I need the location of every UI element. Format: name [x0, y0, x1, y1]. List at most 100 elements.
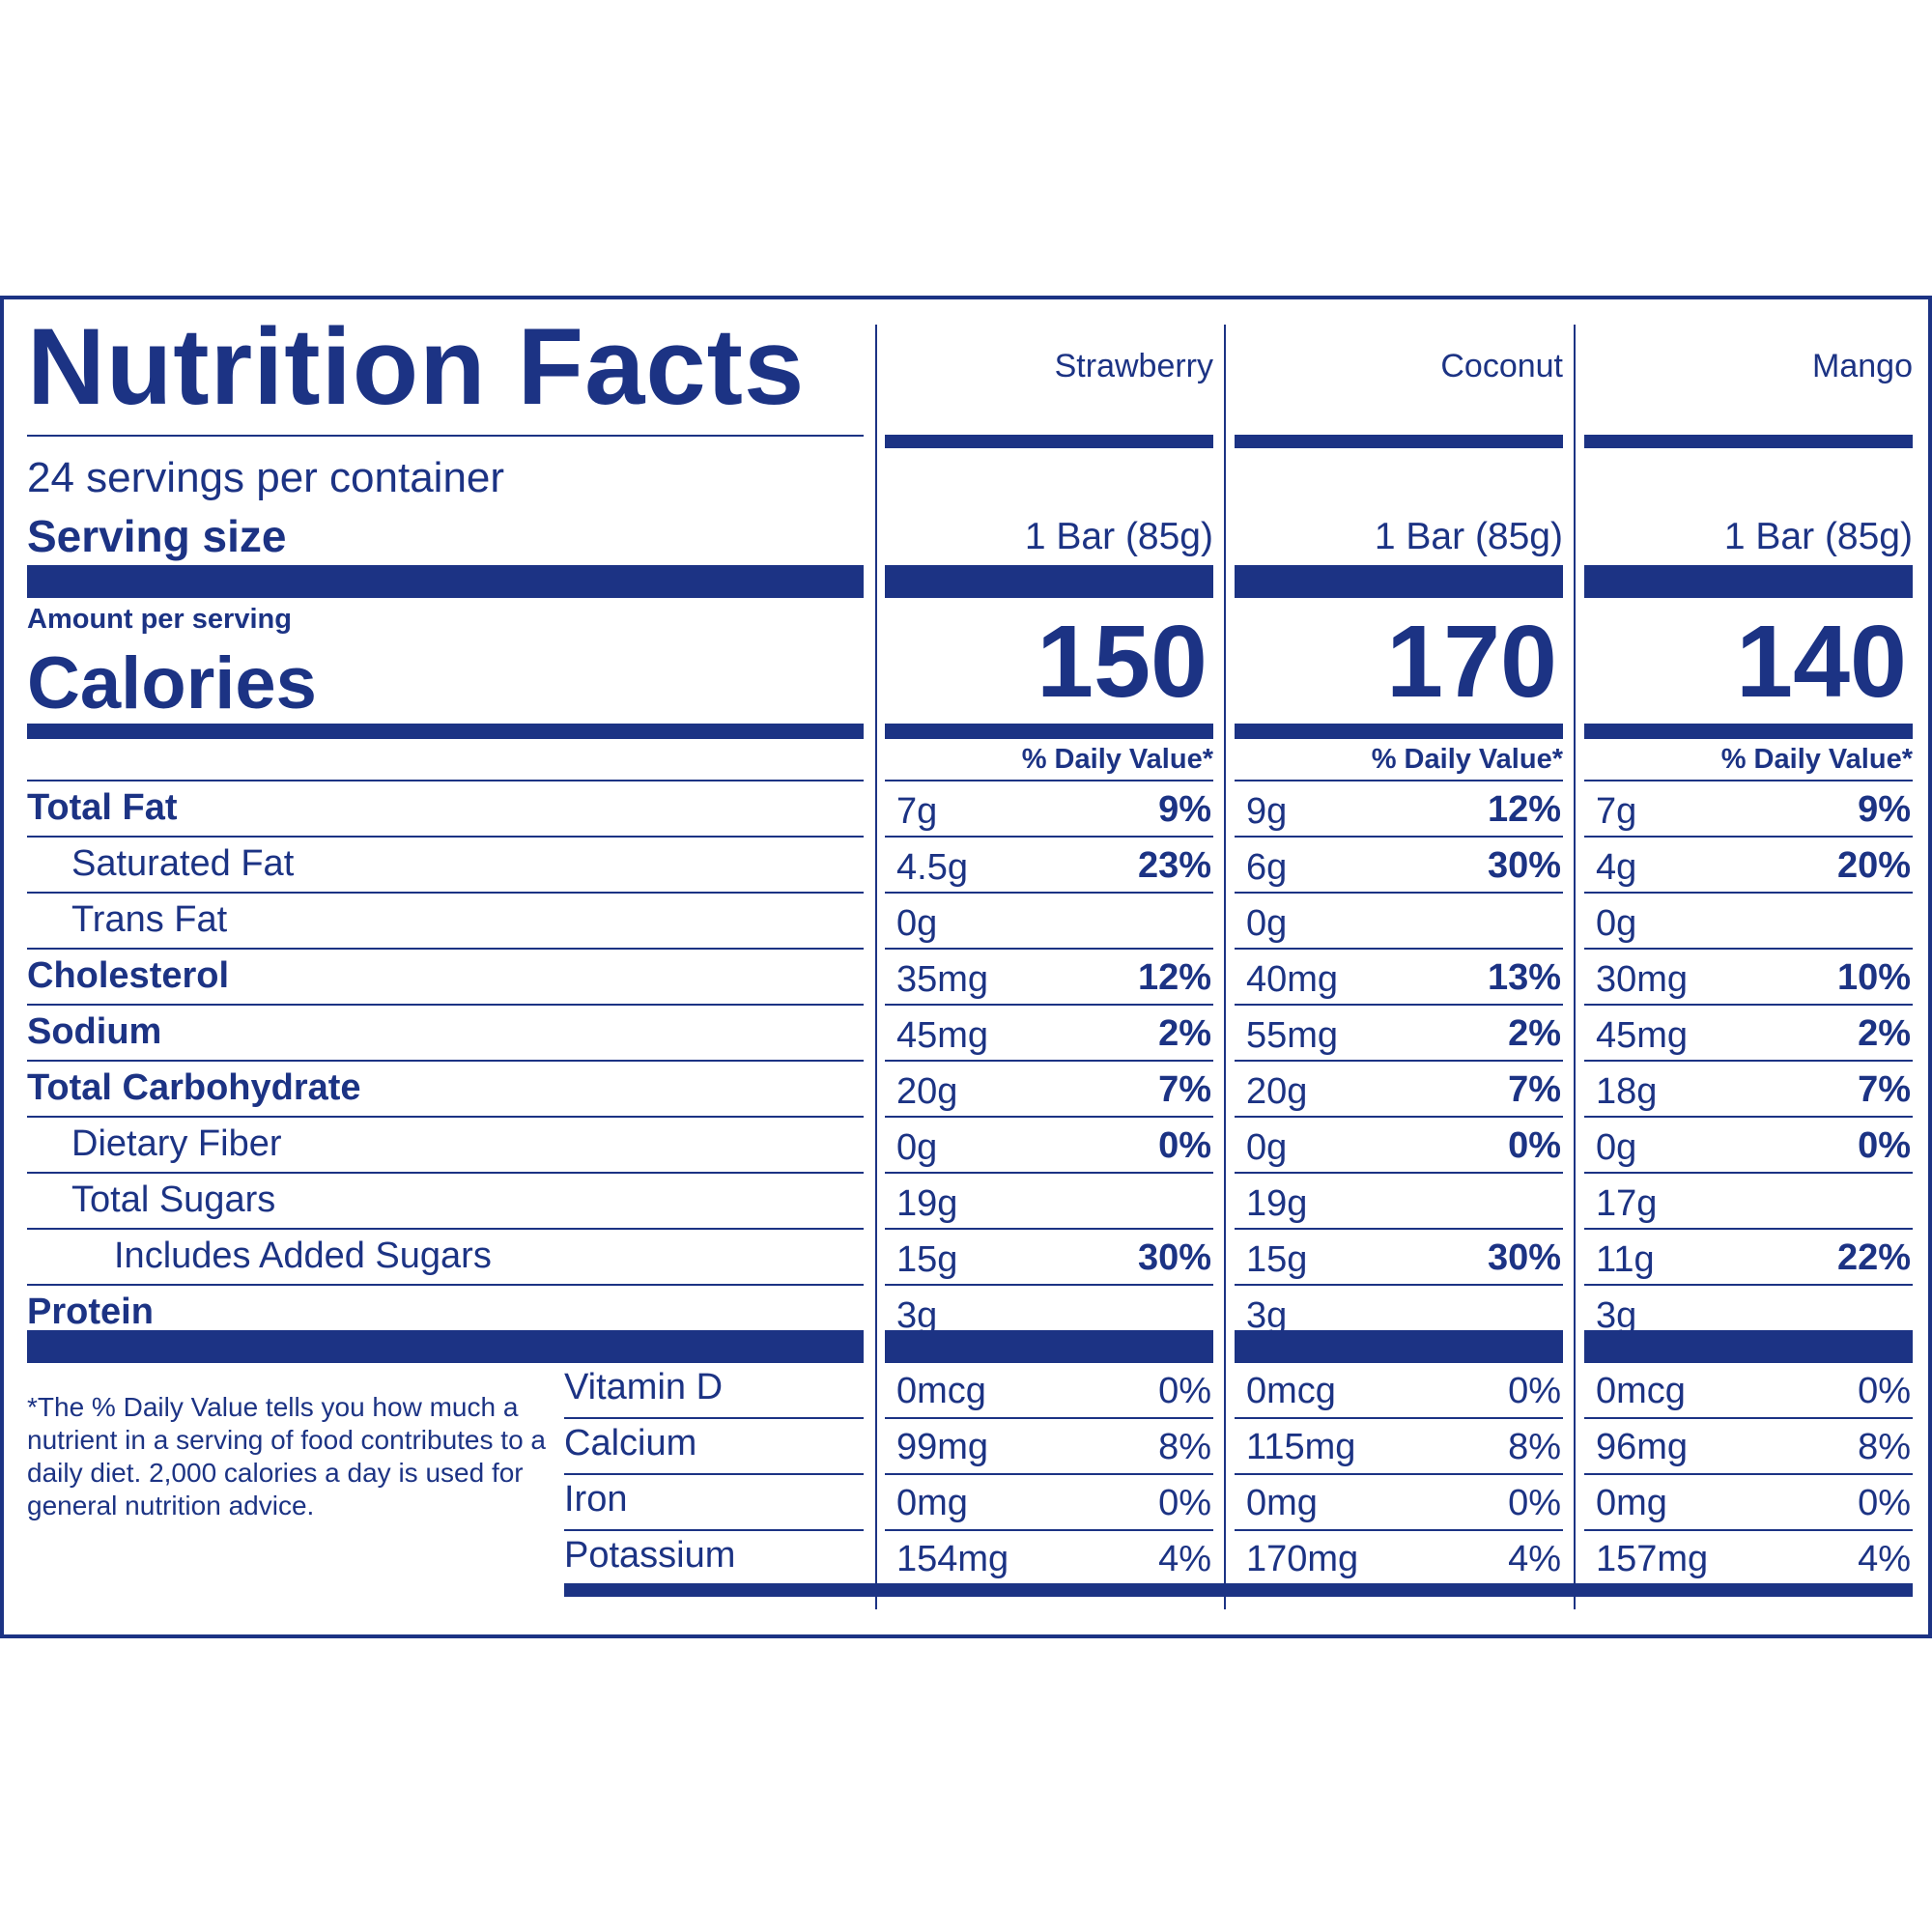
calories-thick-rule [885, 724, 1213, 739]
product-name: Strawberry [1054, 348, 1213, 384]
vitamin-label: Iron [564, 1479, 628, 1520]
nutrient-daily-value: 9% [1158, 789, 1211, 830]
nutrient-amount: 0g [1596, 903, 1637, 944]
serving-size-value: 1 Bar (85g) [1024, 516, 1213, 557]
nutrient-daily-value: 0% [1508, 1125, 1561, 1166]
vitamin-amount: 0mg [896, 1483, 968, 1523]
row-rule [564, 1473, 864, 1475]
servings-per-container: 24 servings per container [27, 454, 505, 501]
row-rule [1584, 836, 1913, 838]
nutrient-amount: 20g [1246, 1071, 1308, 1112]
vitamin-label: Vitamin D [564, 1367, 724, 1407]
row-rule [1584, 1116, 1913, 1118]
row-rule [1235, 1116, 1563, 1118]
vitamin-amount: 99mg [896, 1427, 989, 1467]
nutrient-amount: 35mg [896, 959, 989, 1000]
vitamin-daily-value: 0% [1508, 1371, 1561, 1411]
row-rule [885, 836, 1213, 838]
serving-thick-rule [27, 565, 864, 598]
vitamin-daily-value: 0% [1858, 1483, 1911, 1523]
nutrient-amount: 0g [896, 1127, 938, 1168]
vitamins-thick-rule [885, 1330, 1213, 1363]
vitamin-label: Calcium [564, 1423, 697, 1463]
daily-value-rule [1235, 780, 1563, 781]
row-rule [1235, 948, 1563, 950]
nutrient-daily-value: 7% [1858, 1069, 1911, 1110]
row-rule [1584, 1060, 1913, 1062]
vitamin-amount: 0mcg [1246, 1371, 1336, 1411]
row-rule [885, 1473, 1213, 1475]
calories-thick-rule [1235, 724, 1563, 739]
calories-value: 170 [1386, 605, 1557, 719]
row-rule [1235, 1473, 1563, 1475]
row-rule [1235, 892, 1563, 894]
nutrient-daily-value: 10% [1836, 957, 1911, 998]
nutrient-amount: 3g [896, 1295, 938, 1336]
row-rule [1584, 948, 1913, 950]
nutrient-amount: 20g [896, 1071, 958, 1112]
nutrient-daily-value: 23% [1137, 845, 1211, 886]
row-rule [885, 948, 1213, 950]
row-rule [885, 1004, 1213, 1006]
vitamin-amount: 170mg [1246, 1539, 1359, 1579]
vitamin-daily-value: 8% [1158, 1427, 1211, 1467]
product-header-rule [1235, 435, 1563, 448]
nutrient-amount: 0g [1246, 903, 1288, 944]
row-rule [885, 1228, 1213, 1230]
row-rule [1235, 1284, 1563, 1286]
nutrient-amount: 19g [1246, 1183, 1308, 1224]
nutrient-daily-value: 13% [1487, 957, 1561, 998]
nutrient-daily-value: 0% [1858, 1125, 1911, 1166]
row-rule [885, 1417, 1213, 1419]
row-rule [885, 1060, 1213, 1062]
product-header-rule [885, 435, 1213, 448]
product-header-rule [1584, 435, 1913, 448]
vitamin-amount: 96mg [1596, 1427, 1689, 1467]
vitamin-amount: 154mg [896, 1539, 1009, 1579]
nutrient-daily-value: 9% [1858, 789, 1911, 830]
nutrient-amount: 15g [896, 1239, 958, 1280]
row-rule [564, 1417, 864, 1419]
nutrient-label: Cholesterol [27, 955, 230, 996]
title-rule [27, 435, 864, 437]
nutrient-daily-value: 20% [1836, 845, 1911, 886]
product-name: Coconut [1440, 348, 1563, 384]
row-rule [27, 1116, 864, 1118]
row-rule [885, 1172, 1213, 1174]
vitamin-amount: 157mg [1596, 1539, 1709, 1579]
row-rule [1584, 1417, 1913, 1419]
nutrient-label: Protein [27, 1292, 154, 1332]
row-rule [1235, 1172, 1563, 1174]
row-rule [1584, 1473, 1913, 1475]
nutrient-amount: 0g [1246, 1127, 1288, 1168]
nutrient-label: Dietary Fiber [71, 1123, 282, 1164]
row-rule [1584, 1004, 1913, 1006]
amount-per-serving-label: Amount per serving [27, 604, 292, 635]
nutrient-amount: 3g [1246, 1295, 1288, 1336]
row-rule [1584, 1228, 1913, 1230]
bottom-thick-rule [564, 1583, 1913, 1597]
vitamin-amount: 115mg [1246, 1427, 1356, 1467]
nutrient-label: Saturated Fat [71, 843, 295, 884]
column-divider [875, 325, 877, 1609]
nutrient-amount: 6g [1246, 847, 1288, 888]
product-name: Mango [1812, 348, 1913, 384]
nutrient-amount: 3g [1596, 1295, 1637, 1336]
nutrient-amount: 7g [1596, 791, 1637, 832]
row-rule [1584, 1284, 1913, 1286]
nutrient-amount: 19g [896, 1183, 958, 1224]
vitamin-label: Potassium [564, 1535, 736, 1576]
vitamins-thick-rule [27, 1330, 864, 1363]
row-rule [1235, 1228, 1563, 1230]
column-divider [1574, 325, 1576, 1609]
serving-thick-rule [885, 565, 1213, 598]
nutrient-amount: 0g [1596, 1127, 1637, 1168]
calories-thick-rule [1584, 724, 1913, 739]
vitamin-daily-value: 8% [1858, 1427, 1911, 1467]
serving-thick-rule [1235, 565, 1563, 598]
nutrient-amount: 15g [1246, 1239, 1308, 1280]
nutrient-daily-value: 7% [1508, 1069, 1561, 1110]
row-rule [1584, 892, 1913, 894]
row-rule [27, 892, 864, 894]
daily-value-header: % Daily Value* [1021, 744, 1213, 775]
